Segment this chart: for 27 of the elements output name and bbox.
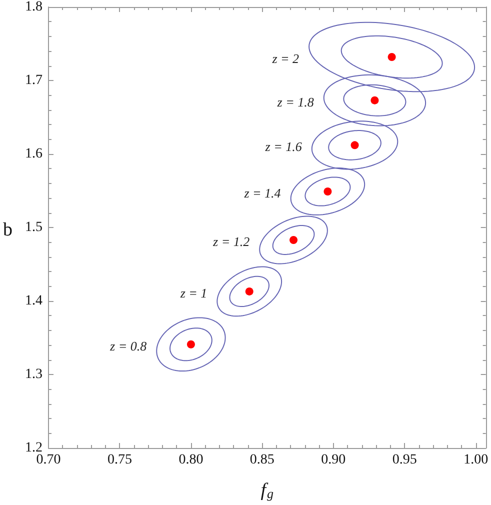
y-tick-label: 1.6 xyxy=(25,146,42,162)
x-tick-label: 0.95 xyxy=(392,452,417,468)
point xyxy=(370,96,379,104)
y-tick-label: 1.2 xyxy=(25,440,42,456)
y-axis-title: b xyxy=(3,220,12,240)
annotation: z = 1 xyxy=(179,285,208,300)
x-tick-label: 1.00 xyxy=(464,452,488,468)
point xyxy=(324,187,332,196)
annotation: z = 1.6 xyxy=(264,139,302,154)
y-tick-label: 1.7 xyxy=(25,73,42,88)
annotation: z = 1.8 xyxy=(276,94,314,110)
annotation: z = 1.4 xyxy=(243,185,282,200)
point xyxy=(388,52,396,61)
annotation: z = 1.2 xyxy=(212,234,250,249)
annotation: z = 0.8 xyxy=(109,338,148,354)
x-tick-label: 0.80 xyxy=(178,452,204,468)
x-tick-label: 0.90 xyxy=(321,452,346,468)
x-tick-label: 0.75 xyxy=(107,452,132,468)
point xyxy=(350,141,359,150)
x-axis-title: fg xyxy=(260,480,274,501)
annotation: z = 2 xyxy=(271,50,300,66)
y-tick-label: 1.3 xyxy=(25,367,42,382)
y-tick-label: 1.4 xyxy=(25,294,42,308)
y-tick-label: 1.5 xyxy=(25,220,42,235)
x-tick-label: 0.85 xyxy=(250,452,274,468)
y-tick-label: 1.8 xyxy=(25,0,42,14)
x-tick-label: 0.70 xyxy=(36,452,61,468)
